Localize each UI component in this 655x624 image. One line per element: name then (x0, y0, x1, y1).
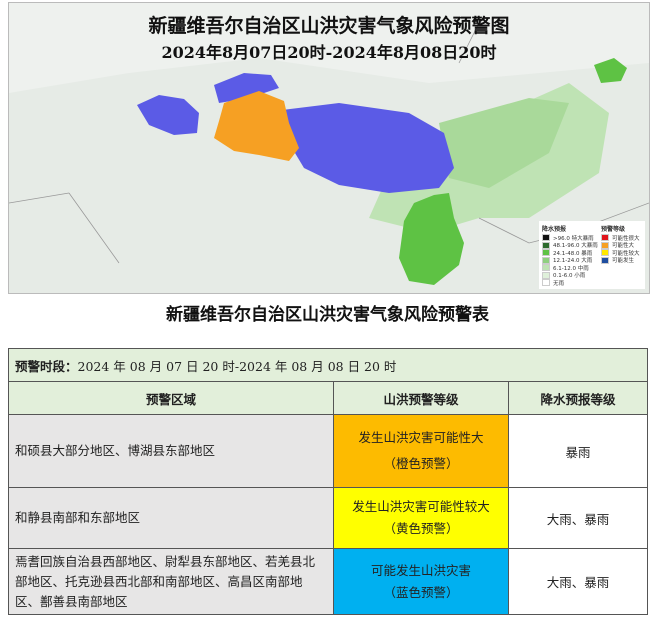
flood-level-cell: 发生山洪灾害可能性大 （橙色预警） (333, 414, 509, 488)
legend-label: >96.0 特大暴雨 (553, 235, 594, 242)
legend-label: 0.1-6.0 小雨 (553, 273, 586, 280)
legend-item: 12.1-24.0 大雨 (542, 256, 598, 265)
blue-warning-area-w (137, 95, 199, 135)
region-cell: 和硕县大部分地区、博湖县东部地区 (8, 414, 334, 488)
legend-label: 可能发生 (612, 258, 635, 265)
legend-item: 0.1-6.0 小雨 (542, 271, 598, 280)
table-title: 新疆维吾尔自治区山洪灾害气象风险预警表 (166, 305, 489, 325)
period-label: 预警时段： (15, 358, 78, 374)
legend-item: 可能发生 (601, 256, 640, 265)
legend-item: 24.1-48.0 暴雨 (542, 249, 598, 257)
legend-swatch (601, 241, 609, 249)
moderate-rain-area (439, 98, 569, 188)
table-row: 焉耆回族自治县西部地区、尉犁县东部地区、若羌县北部地区、托克逊县西北部和南部地区… (8, 548, 648, 615)
legend-label: 24.1-48.0 暴雨 (553, 250, 593, 257)
legend-swatch (542, 256, 550, 264)
legend-warn-title: 预警等级 (601, 226, 626, 233)
flood-level-text: 发生山洪灾害可能性大 (358, 430, 484, 445)
flood-level-cell: 可能发生山洪灾害 （蓝色预警） (333, 548, 509, 615)
legend-label: 可能性大 (612, 243, 635, 250)
legend-swatch (542, 271, 550, 279)
table-row: 和硕县大部分地区、博湖县东部地区 发生山洪灾害可能性大 （橙色预警） 暴雨 (8, 414, 648, 488)
heavy-rain-area-ne (594, 58, 627, 83)
legend-swatch (601, 249, 609, 257)
legend-swatch (542, 249, 550, 257)
legend-label: 可能性较大 (612, 250, 640, 257)
legend-item: 6.1-12.0 中雨 (542, 264, 598, 272)
heavy-rain-area (399, 193, 464, 285)
legend-swatch (542, 264, 550, 272)
legend-swatch (601, 234, 609, 242)
flood-level-tag: （橙色预警） (383, 456, 459, 471)
orange-warning-area (214, 91, 299, 161)
rain-level-cell: 暴雨 (508, 414, 648, 488)
legend-swatch (542, 234, 550, 242)
legend-swatch (542, 279, 550, 287)
legend-swatch (601, 256, 609, 264)
legend-item: 无雨 (542, 279, 598, 287)
header-flood-level: 山洪预警等级 (333, 381, 509, 415)
table-row: 和静县南部和东部地区 发生山洪灾害可能性较大 （黄色预警） 大雨、暴雨 (8, 487, 648, 549)
region-cell: 焉耆回族自治县西部地区、尉犁县东部地区、若羌县北部地区、托克逊县西北部和南部地区… (8, 548, 334, 615)
flood-level-text: 可能发生山洪灾害 (370, 562, 471, 578)
map-period: 2024年8月07日20时-2024年8月08日20时 (161, 43, 497, 62)
legend-item: 可能性大 (601, 241, 640, 250)
period-value: 2024 年 08 月 07 日 20 时-2024 年 08 月 08 日 2… (77, 358, 397, 374)
flood-level-tag: （黄色预警） (383, 521, 459, 536)
legend-item: >96.0 特大暴雨 (542, 234, 598, 242)
legend-swatch (542, 241, 550, 249)
rain-level-cell: 大雨、暴雨 (508, 548, 648, 615)
blue-warning-area (274, 103, 454, 193)
header-region: 预警区域 (8, 381, 334, 415)
flood-level-text: 发生山洪灾害可能性较大 (352, 499, 490, 514)
legend-item: 可能性很大 (601, 234, 640, 242)
legend-label: 可能性很大 (612, 235, 640, 242)
legend-label: 无雨 (553, 280, 565, 287)
map-title: 新疆维吾尔自治区山洪灾害气象风险预警图 (148, 15, 510, 37)
warning-map: 新疆维吾尔自治区山洪灾害气象风险预警图 2024年8月07日20时-2024年8… (8, 2, 650, 294)
period-cell: 预警时段：2024 年 08 月 07 日 20 时-2024 年 08 月 0… (8, 348, 648, 382)
region-cell: 和静县南部和东部地区 (8, 487, 334, 549)
map-graphic (9, 22, 649, 293)
legend-label: 6.1-12.0 中雨 (553, 265, 589, 272)
flood-level-tag: （蓝色预警） (383, 584, 459, 600)
legend-item: 可能性较大 (601, 249, 640, 257)
flood-level-cell: 发生山洪灾害可能性较大 （黄色预警） (333, 487, 509, 549)
legend-item: 48.1-96.0 大暴雨 (542, 241, 598, 250)
header-rain-level: 降水预报等级 (508, 381, 648, 415)
rain-level-cell: 大雨、暴雨 (508, 487, 648, 549)
legend-label: 48.1-96.0 大暴雨 (553, 243, 598, 250)
map-legend: 降水预报 >96.0 特大暴雨 48.1-96.0 大暴雨 24.1-48.0 暴雨 1… (539, 221, 645, 289)
blue-warning-area-n (214, 73, 279, 103)
legend-label: 12.1-24.0 大雨 (553, 258, 593, 265)
warning-table: 预警时段：2024 年 08 月 07 日 20 时-2024 年 08 月 0… (8, 348, 648, 615)
legend-rain-title: 降水预报 (542, 226, 567, 233)
